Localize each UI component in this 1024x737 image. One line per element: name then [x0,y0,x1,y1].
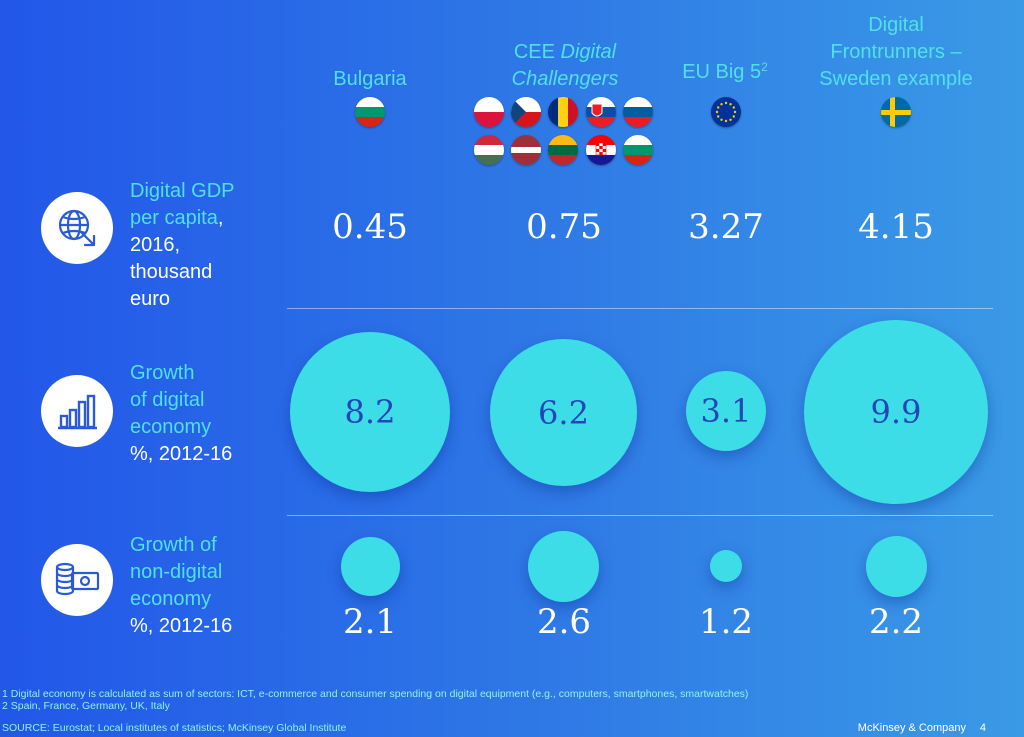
row-label-growth-nondigital: Growth of non-digital economy %, 2012-16 [130,532,232,640]
source-note: SOURCE: Eurostat; Local institutes of st… [2,722,347,734]
footer-company: McKinsey & Company [857,722,966,734]
column-header-frontrunners: Digital Frontrunners – Sweden example [796,12,996,93]
value-gdp-eu: 3.27 [688,207,764,247]
value-nondigital-eu: 1.2 [698,602,754,642]
row-label-gdp: Digital GDP per capita, 2016, thousand e… [130,178,234,313]
slovakia-flag-icon [586,97,616,127]
bubble-digital-cee: 6.2 [490,339,637,486]
latvia-flag-icon [511,135,541,165]
croatia-flag-icon [586,135,616,165]
lithuania-flag-icon [548,135,578,165]
column-header-cee-text: CEE [513,41,555,63]
bubble-digital-sweden: 9.9 [804,320,988,504]
footnote-marker-2: 2 [761,60,768,74]
poland-flag-icon [474,97,504,127]
row-label-growth-nondigital-l1: Growth of [130,534,217,556]
page-number: 4 [979,722,986,734]
row-label-growth-nondigital-l4: %, 2012-16 [130,615,233,637]
column-header-eu-text: EU Big 5 [682,61,762,83]
value-gdp-bulgaria: 0.45 [332,207,408,247]
bulgaria-flag-cee-icon [623,135,653,165]
bubble-digital-sweden-label: 9.9 [870,393,922,431]
row-divider-2 [287,515,993,516]
bulgaria-flag-icon [355,97,385,127]
row-label-gdp-l5: euro [130,288,171,310]
row-label-growth-digital: Growth of digital economy %, 2012-16 [130,360,232,468]
row-label-growth-digital-l3: economy [130,416,212,438]
bubble-digital-bulgaria: 8.2 [290,332,450,492]
value-nondigital-bulgaria: 2.1 [342,602,398,642]
value-gdp-sweden: 4.15 [858,207,934,247]
row-label-gdp-comma: , [217,207,224,229]
row-label-gdp-l2: per capita [130,207,218,229]
czech-flag-icon [511,97,541,127]
column-header-frontrunners-line2: Frontrunners – [830,41,962,63]
sweden-flag-icon [881,97,911,127]
value-gdp-cee: 0.75 [526,207,602,247]
romania-flag-icon [548,97,578,127]
bubble-nondigital-bulgaria [341,537,400,596]
bubble-nondigital-sweden [866,536,927,597]
bubble-digital-cee-label: 6.2 [538,393,589,432]
bubble-digital-eu: 3.1 [686,371,766,451]
value-nondigital-cee: 2.6 [536,602,592,642]
value-nondigital-sweden: 2.2 [868,602,924,642]
column-header-cee: CEE Digital Challengers [470,39,660,93]
row-divider-1 [287,308,993,309]
bar-chart-icon [41,375,113,447]
row-label-gdp-l1: Digital GDP [130,180,235,202]
hungary-flag-icon [474,135,504,165]
row-label-gdp-l3: 2016, [130,234,181,256]
footnote-2: 2 Spain, France, Germany, UK, Italy [2,700,170,712]
row-label-growth-nondigital-l2: non-digital [130,561,223,583]
row-label-growth-digital-l4: %, 2012-16 [130,443,233,465]
row-label-gdp-l4: thousand [130,261,213,283]
globe-cursor-icon [41,192,113,264]
row-label-growth-nondigital-l3: economy [130,588,212,610]
column-header-eu-big5: EU Big 52 [660,54,790,86]
bubble-nondigital-eu [710,550,742,582]
column-header-bulgaria: Bulgaria [300,66,440,93]
row-label-growth-digital-l2: of digital [130,389,205,411]
column-header-cee-italic: Digital [560,41,617,63]
column-header-frontrunners-line3: Sweden example [819,68,973,90]
bubble-nondigital-cee [528,531,599,602]
coins-banknote-icon [41,544,113,616]
column-header-cee-line2: Challengers [511,68,619,90]
eu-flag-icon [711,97,741,127]
column-header-frontrunners-line1: Digital [868,14,924,36]
footnote-1: 1 Digital economy is calculated as sum o… [2,688,749,700]
column-header-bulgaria-text: Bulgaria [333,68,407,90]
row-label-growth-digital-l1: Growth [130,362,195,384]
slovenia-flag-icon [623,97,653,127]
bubble-digital-bulgaria-label: 8.2 [344,393,396,431]
bubble-digital-eu-label: 3.1 [700,392,752,430]
